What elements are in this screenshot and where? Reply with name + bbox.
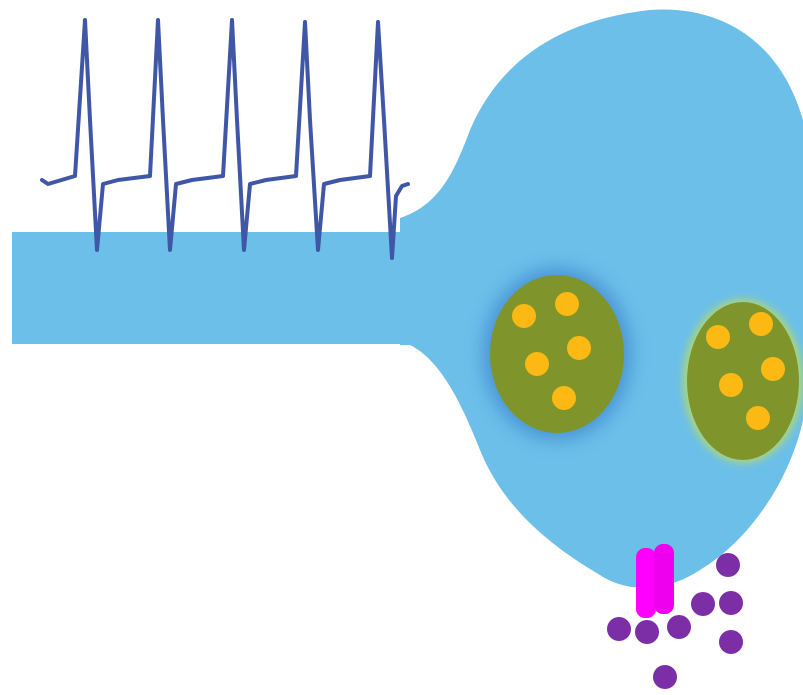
neurotransmitter [667,615,691,639]
neurotransmitter [653,665,677,689]
neurotransmitter [746,406,770,430]
neurotransmitter [719,373,743,397]
neurotransmitter [512,304,536,328]
neurotransmitter [761,357,785,381]
vesicle [683,299,803,463]
neurotransmitter [719,630,743,654]
neurotransmitter [525,352,549,376]
vesicle [483,268,631,440]
ion-channel [636,544,674,618]
neurotransmitter [749,312,773,336]
vesicle-body [687,302,799,460]
neurotransmitter [607,617,631,641]
neurotransmitter [552,386,576,410]
channel-subunit [654,544,674,614]
action-potential-trace [42,20,408,258]
neurotransmitter [555,292,579,316]
neurotransmitter [716,553,740,577]
channel-subunit [636,548,656,618]
neurotransmitter [719,591,743,615]
neurotransmitter [706,325,730,349]
neurotransmitter [691,592,715,616]
neurotransmitter [635,620,659,644]
neurotransmitter [567,336,591,360]
synapse-illustration [0,0,803,690]
